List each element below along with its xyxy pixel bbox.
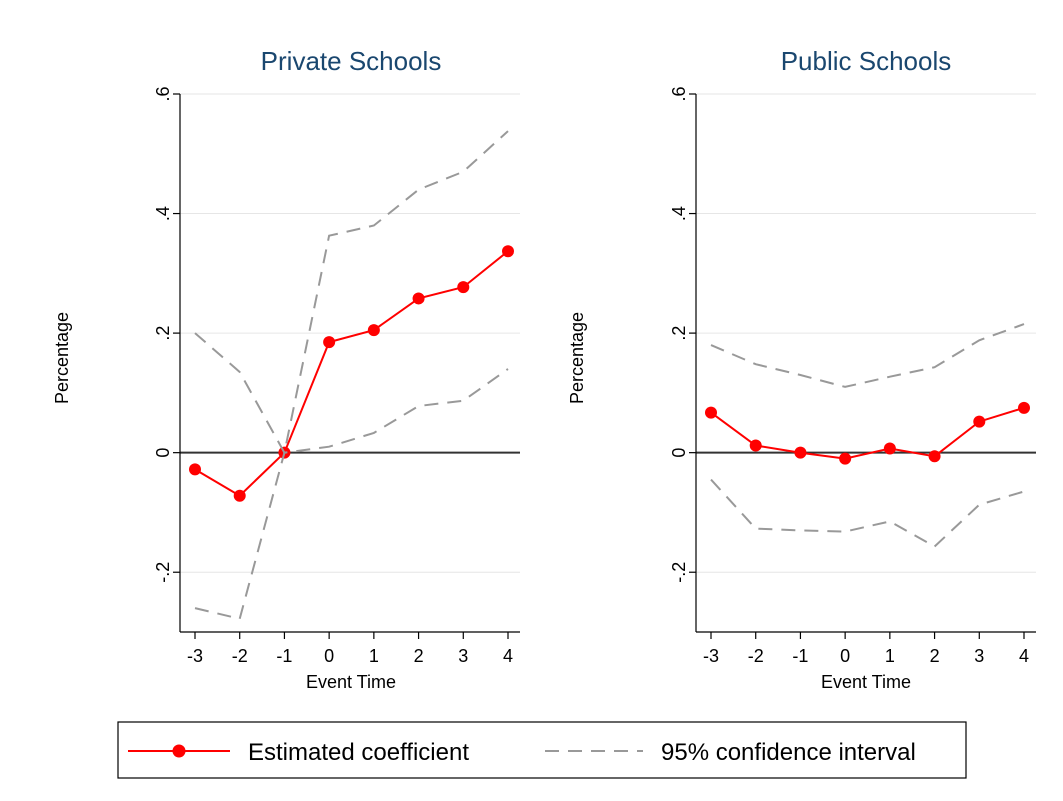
private-schools-x-tick-label: -2	[232, 646, 248, 666]
legend-box	[117, 721, 967, 779]
public-schools-y-axis-label: Percentage	[567, 312, 587, 404]
private-schools-x-tick-label: 4	[503, 646, 513, 666]
private-schools-coefficient-line	[194, 250, 509, 497]
private-schools-series	[189, 130, 514, 620]
private-schools-x-tick-label: 1	[369, 646, 379, 666]
private-schools-y-tick-label: -.2	[153, 562, 173, 583]
private-schools-coefficient-point	[189, 463, 201, 476]
private-schools-y-tick-label: 0	[153, 448, 173, 458]
private-schools-title: Private Schools	[261, 46, 442, 76]
private-schools-y-tick-label: .4	[153, 206, 173, 221]
private-schools-x-tick-label: 3	[458, 646, 468, 666]
private-schools-ci-lower-line	[194, 368, 509, 620]
public-schools-y-tick-label: .4	[669, 206, 689, 221]
legend-label-confidence-interval: 95% confidence interval	[661, 739, 916, 766]
legend: Estimated coefficient 95% confidence int…	[117, 721, 967, 779]
legend-label-estimated-coefficient: Estimated coefficient	[248, 739, 469, 766]
public-schools-x-axis-label: Event Time	[821, 672, 911, 692]
public-schools-coefficient-point	[749, 439, 762, 452]
public-schools-coefficient-point	[1018, 401, 1030, 414]
private-schools-coefficient-point	[367, 324, 380, 337]
private-schools-y-axis-label: Percentage	[52, 312, 72, 404]
public-schools-ci-lower-line	[710, 478, 1025, 548]
public-schools-panel: Public Schools Percentage Event Time -.2…	[567, 46, 1036, 692]
private-schools-x-axis-label: Event Time	[306, 672, 396, 692]
public-schools-x-tick-label: -2	[748, 646, 764, 666]
public-schools-coefficient-point	[794, 446, 807, 459]
public-schools-x-tick-label: -3	[703, 646, 719, 666]
private-schools-ci-upper-line	[194, 130, 509, 456]
public-schools-title: Public Schools	[781, 46, 952, 76]
private-schools-coefficient-point	[233, 489, 246, 502]
private-schools-coefficient-point	[412, 292, 425, 305]
public-schools-x-tick-label: 4	[1019, 646, 1029, 666]
public-schools-coefficient-point	[883, 442, 896, 455]
public-schools-y-tick-label: 0	[669, 448, 689, 458]
public-schools-axes: -.2 0 .2 .4 .6 -3 -2 -1 0 1 2 3 4	[669, 86, 1036, 666]
public-schools-y-tick-label: .6	[669, 86, 689, 101]
public-schools-y-tick-label: .2	[669, 326, 689, 341]
public-schools-x-tick-label: 2	[930, 646, 940, 666]
public-schools-ci-upper-line	[710, 323, 1025, 388]
public-schools-series	[705, 323, 1030, 548]
private-schools-x-tick-label: 2	[414, 646, 424, 666]
private-schools-y-tick-label: .2	[153, 326, 173, 341]
public-schools-coefficient-point	[973, 415, 986, 428]
public-schools-x-tick-label: -1	[792, 646, 808, 666]
private-schools-x-tick-label: -1	[276, 646, 292, 666]
public-schools-coefficient-line	[710, 406, 1025, 460]
legend-coefficient-swatch-marker	[172, 744, 186, 758]
private-schools-axes: -.2 0 .2 .4 .6 -3 -2 -1 0 1 2 3 4	[153, 86, 520, 666]
public-schools-x-tick-label: 3	[974, 646, 984, 666]
public-schools-y-tick-label: -.2	[669, 562, 689, 583]
private-schools-y-tick-label: .6	[153, 86, 173, 101]
private-schools-coefficient-point	[323, 336, 336, 349]
private-schools-panel: Private Schools Percentage Event Time -.…	[52, 46, 520, 692]
public-schools-coefficient-point	[928, 450, 941, 463]
private-schools-coefficient-point	[502, 245, 514, 258]
public-schools-x-tick-label: 1	[885, 646, 895, 666]
public-schools-coefficient-point	[839, 452, 852, 465]
private-schools-x-tick-label: 0	[324, 646, 334, 666]
private-schools-x-tick-label: -3	[187, 646, 203, 666]
public-schools-x-tick-label: 0	[840, 646, 850, 666]
private-schools-coefficient-point	[457, 281, 470, 294]
public-schools-coefficient-point	[705, 406, 717, 419]
